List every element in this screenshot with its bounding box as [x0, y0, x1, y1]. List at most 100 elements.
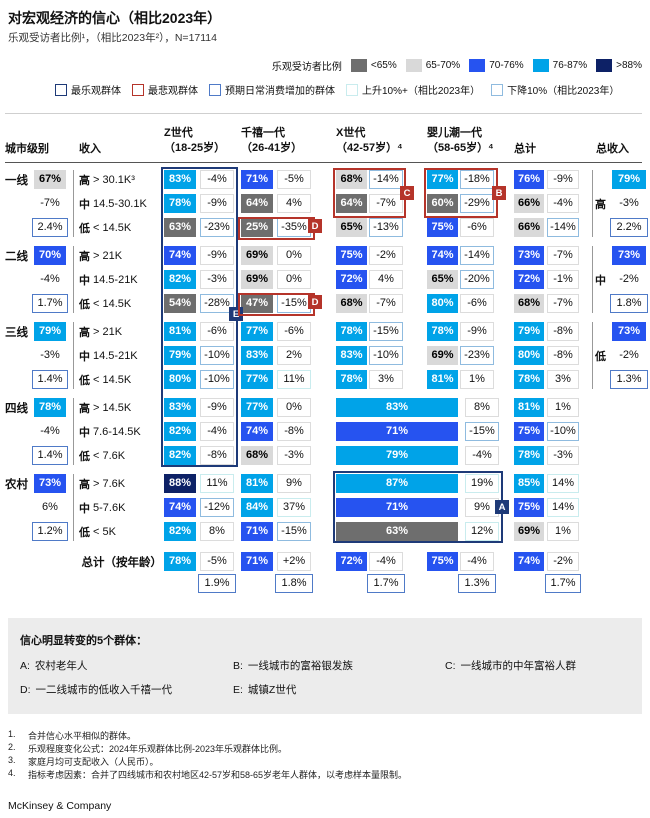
- page-title: 对宏观经济的信心（相比2023年）: [8, 10, 222, 26]
- optimism-value-cell: 81%: [241, 474, 273, 493]
- callout-title: 信心明显转变的5个群体：: [20, 635, 148, 647]
- optimism-value-cell: 84%: [241, 498, 273, 517]
- optimism-value-cell: 66%: [514, 218, 544, 237]
- income-total-level-label: 高: [595, 198, 606, 211]
- change-value-cell: +2%: [277, 552, 311, 571]
- income-range-label: 5-7.6K: [93, 501, 126, 514]
- income-level-label: 高: [79, 174, 90, 187]
- change-value-cell: 8%: [465, 398, 499, 417]
- optimism-value-cell-merged: 79%: [336, 446, 458, 465]
- change-value-cell: -9%: [460, 322, 494, 341]
- tier-consumption-box: 1.7%: [32, 294, 68, 313]
- change-value-cell: -35%: [277, 218, 311, 237]
- income-range-label: < 14.5K: [93, 373, 132, 386]
- tier-optimism-cell: 79%: [34, 322, 66, 341]
- totals-consumption-box: 1.7%: [545, 574, 581, 593]
- callout-letter: C:: [445, 660, 456, 672]
- change-value-cell: -7%: [369, 194, 403, 213]
- optimism-value-cell-merged: 83%: [336, 398, 458, 417]
- optimism-value-cell: 85%: [514, 474, 544, 493]
- change-value-cell: -6%: [277, 322, 311, 341]
- outline-box-icon: [209, 83, 221, 96]
- income-total-optimism-cell: 79%: [612, 170, 646, 189]
- legend-scale-item: <65%: [350, 59, 397, 72]
- change-value-cell: 2%: [277, 346, 311, 365]
- income-level-label: 高: [79, 250, 90, 263]
- color-swatch: [596, 59, 613, 72]
- optimism-value-cell: 77%: [241, 322, 273, 341]
- callout-chip-E: E: [229, 307, 243, 321]
- callout-chip-D: D: [308, 219, 322, 233]
- change-value-cell: 11%: [277, 370, 311, 389]
- income-range-label: < 14.5K: [93, 297, 132, 310]
- change-value-cell: -14%: [547, 218, 579, 237]
- change-value-cell: 0%: [277, 246, 311, 265]
- change-value-cell: -18%: [460, 170, 494, 189]
- change-value-cell: -14%: [369, 170, 403, 189]
- col-header-boomer-line1: 婴儿潮一代: [427, 127, 482, 139]
- legend-scale-item: 65-70%: [405, 59, 460, 72]
- optimism-value-cell: 75%: [336, 246, 367, 265]
- change-value-cell: 12%: [465, 522, 499, 541]
- income-range-label: 7.6-14.5K: [93, 425, 141, 438]
- optimism-value-cell: 64%: [336, 194, 367, 213]
- legend-marker-item: 预期日常消费增加的群体: [209, 82, 335, 97]
- income-range-label: < 5K: [93, 525, 116, 538]
- optimism-value-cell: 82%: [164, 422, 196, 441]
- income-level-label: 低: [79, 374, 90, 387]
- change-value-cell: 1%: [547, 398, 579, 417]
- change-value-cell: 0%: [277, 270, 311, 289]
- table-top-rule: [5, 113, 642, 114]
- tier-consumption-box: 1.2%: [32, 522, 68, 541]
- optimism-value-cell: 83%: [164, 398, 196, 417]
- callout-item-A: A: 农村老年人: [20, 658, 87, 673]
- change-value-cell: 14%: [547, 474, 579, 493]
- callout-letter: A:: [20, 660, 30, 672]
- optimism-value-cell: 83%: [164, 170, 196, 189]
- income-range-label: < 14.5K: [93, 221, 132, 234]
- income-range-label: > 21K: [93, 249, 123, 262]
- income-level-label: 高: [79, 402, 90, 415]
- change-value-cell: 9%: [465, 498, 499, 517]
- change-value-cell: -6%: [200, 322, 234, 341]
- income-total-change-cell: -3%: [619, 197, 639, 209]
- totals-consumption-box: 1.8%: [275, 574, 313, 593]
- optimism-value-cell: 68%: [241, 446, 273, 465]
- optimism-value-cell: 74%: [164, 498, 196, 517]
- optimism-value-cell: 73%: [514, 246, 544, 265]
- change-value-cell: 19%: [465, 474, 499, 493]
- callout-item-C: C: 一线城市的中年富裕人群: [445, 658, 576, 673]
- optimism-value-cell: 79%: [164, 346, 196, 365]
- income-total-level-label: 低: [595, 350, 606, 363]
- company-footer: McKinsey & Company: [8, 800, 112, 812]
- change-value-cell: -15%: [277, 294, 311, 313]
- change-value-cell: -4%: [200, 170, 234, 189]
- column-divider: [73, 398, 74, 465]
- callout-chip-D: D: [308, 295, 322, 309]
- change-value-cell: -8%: [200, 446, 234, 465]
- change-value-cell: -9%: [200, 246, 234, 265]
- optimism-value-cell: 69%: [514, 522, 544, 541]
- optimism-value-cell: 75%: [514, 498, 544, 517]
- income-range-label: 14.5-21K: [93, 349, 138, 362]
- change-value-cell: -7%: [547, 246, 579, 265]
- change-value-cell: -6%: [460, 218, 494, 237]
- income-level-label: 低: [79, 298, 90, 311]
- change-value-cell: 0%: [277, 398, 311, 417]
- optimism-value-cell-merged: 63%: [336, 522, 458, 541]
- footnote-text: 家庭月均可支配收入（人民币）。: [28, 757, 159, 767]
- callout-box: 信心明显转变的5个群体： A: 农村老年人 B: 一线城市的富裕银发族 C: 一线城市…: [8, 618, 642, 714]
- optimism-value-cell: 76%: [514, 170, 544, 189]
- tier-label: 三线: [5, 326, 28, 339]
- optimism-value-cell: 80%: [514, 346, 544, 365]
- income-total-consumption-box: 1.8%: [610, 294, 648, 313]
- change-value-cell: 4%: [369, 270, 403, 289]
- tier-label: 农村: [5, 478, 28, 491]
- col-header-millennial-line2: （26-41岁）: [241, 142, 303, 154]
- change-value-cell: -7%: [547, 294, 579, 313]
- change-value-cell: -1%: [547, 270, 579, 289]
- income-level-label: 高: [79, 326, 90, 339]
- totals-consumption-box: 1.7%: [367, 574, 405, 593]
- column-divider: [73, 322, 74, 389]
- callout-chip-C: C: [400, 186, 414, 200]
